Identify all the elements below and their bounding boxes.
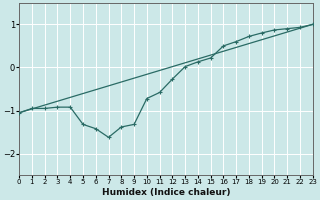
X-axis label: Humidex (Indice chaleur): Humidex (Indice chaleur) [102, 188, 230, 197]
